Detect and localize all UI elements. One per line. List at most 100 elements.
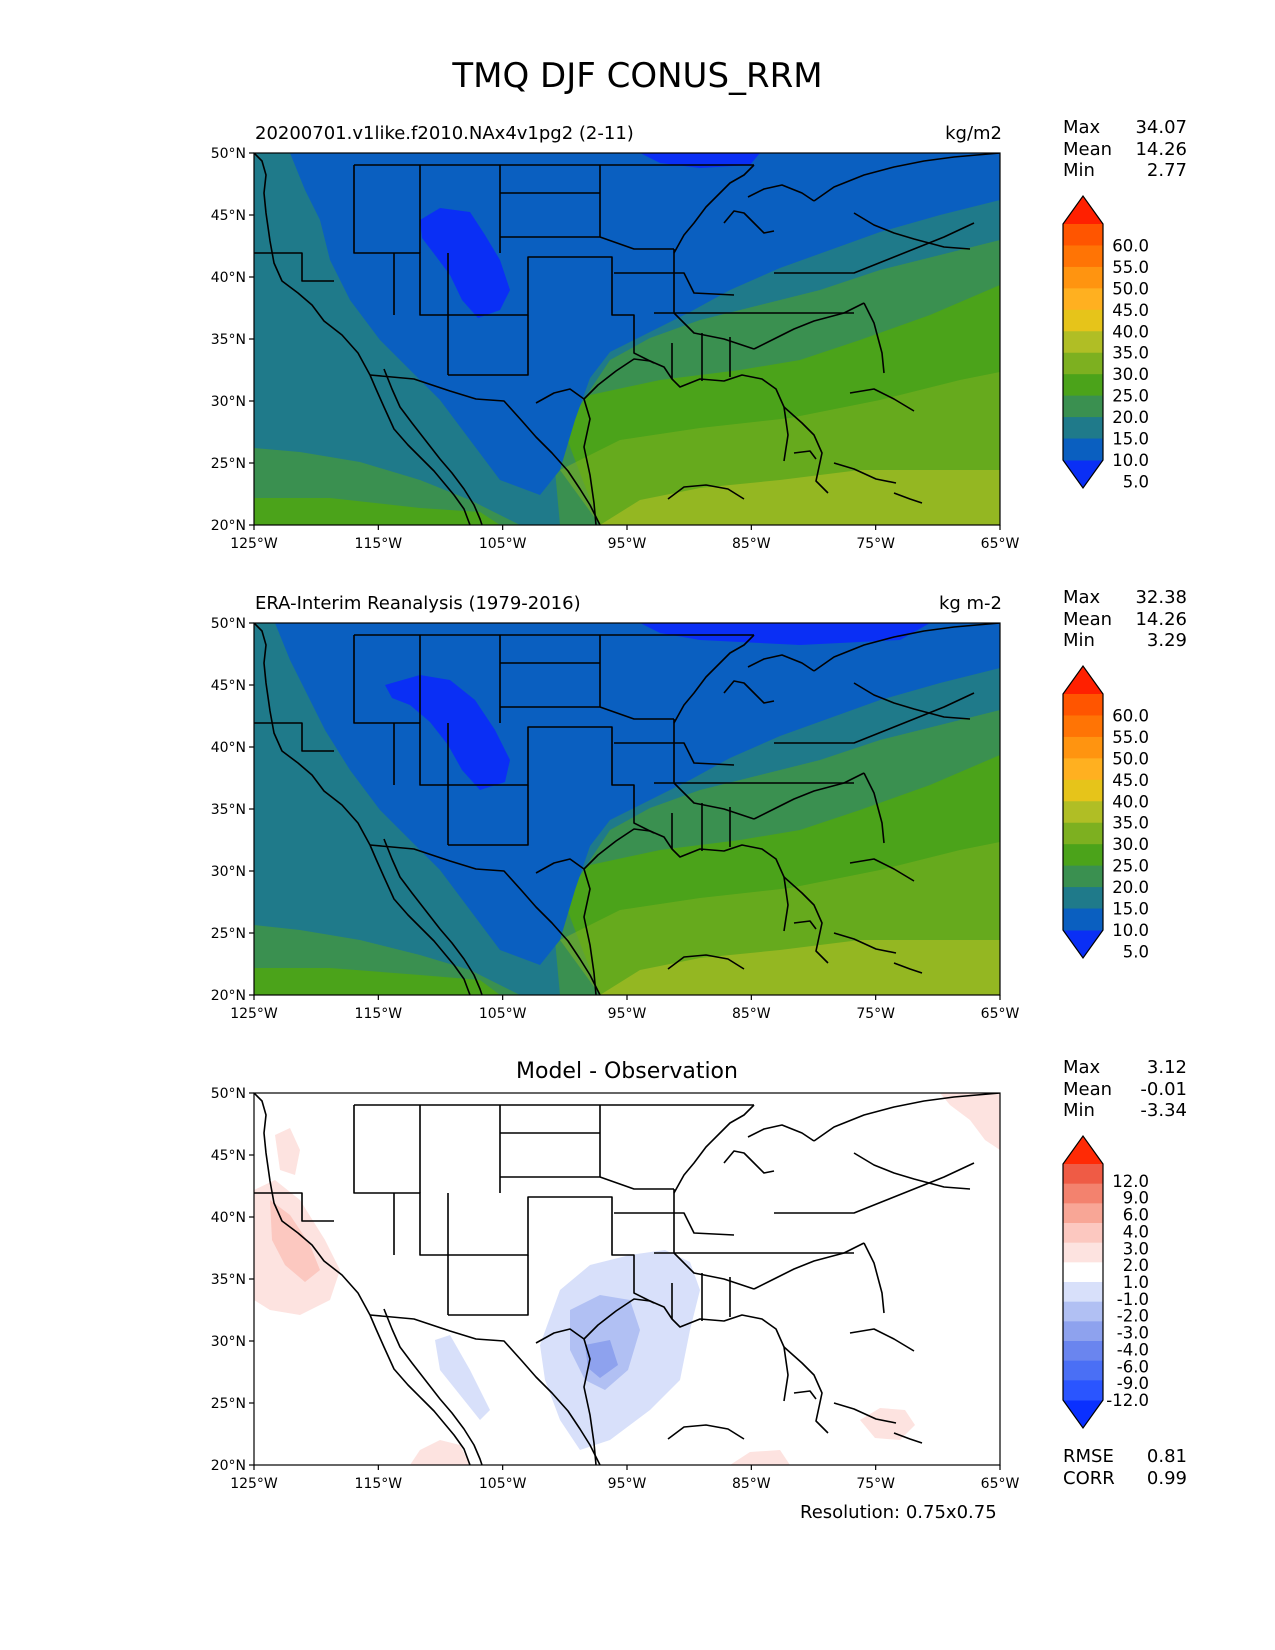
- stat-label: Mean: [1063, 1078, 1113, 1100]
- lat-tick-label: 25°N: [211, 1396, 246, 1412]
- colorbar-segment: [1063, 887, 1103, 910]
- colorbar-tick-label: 35.0: [1112, 344, 1149, 363]
- lat-tick-label: 20°N: [211, 1458, 246, 1474]
- stat-label: Mean: [1063, 138, 1113, 160]
- colorbar-tick-label: 20.0: [1112, 408, 1149, 427]
- colorbar-tick-label: 25.0: [1112, 387, 1149, 406]
- lon-tick-label: 115°W: [355, 1006, 403, 1022]
- diff-map: [253, 1092, 1001, 1466]
- colorbar-tick-label: 15.0: [1112, 900, 1149, 919]
- colorbar-outline: [1062, 1134, 1104, 1430]
- colorbar-extend-max: [1063, 666, 1103, 694]
- lat-tick-label: 35°N: [211, 802, 246, 818]
- colorbar-tick-label: 5.0: [1123, 942, 1149, 961]
- colorbar-segment: [1063, 1223, 1103, 1244]
- colorbar-segment: [1063, 1380, 1103, 1401]
- diff-positive-south: [410, 1440, 470, 1465]
- colorbar-segment: [1063, 1321, 1103, 1342]
- lon-tick-label: 115°W: [355, 536, 403, 552]
- colorbar-tick-label: 50.0: [1112, 749, 1149, 768]
- colorbar-tick-label: -9.0: [1117, 1374, 1149, 1393]
- resolution-note: Resolution: 0.75x0.75: [800, 1502, 997, 1523]
- colorbar-outline: [1062, 664, 1104, 960]
- stat-value: 14.26: [1135, 138, 1187, 160]
- colorbar-layer: 60.0 55.0 50.0 45.0 40.0 35.0 30.0 25.0 20.0 15.0…: [1062, 194, 1149, 1430]
- colorbar-segment: [1063, 309, 1103, 332]
- lat-tick-label: 20°N: [211, 988, 246, 1004]
- field-band-lt5-north: [640, 623, 930, 645]
- colorbar-tick-label: -6.0: [1117, 1357, 1149, 1376]
- colorbar-tick-label: 40.0: [1112, 792, 1149, 811]
- obs-panel-title: ERA-Interim Reanalysis (1979-2016): [255, 593, 581, 614]
- colorbar-tick-label: 9.0: [1123, 1189, 1149, 1208]
- model-stats: Max 34.07 Mean 14.26 Min 2.77: [1063, 117, 1187, 182]
- colorbar-tick-label: 20.0: [1112, 878, 1149, 897]
- stat-value: -0.01: [1140, 1078, 1187, 1100]
- lat-tick-label: 20°N: [211, 518, 246, 534]
- lon-tick-label: 125°W: [230, 1006, 278, 1022]
- lat-tick-label: 35°N: [211, 332, 246, 348]
- colorbar-segment: [1063, 1341, 1103, 1362]
- stat-value: 34.07: [1135, 117, 1187, 138]
- lat-tick-label: 35°N: [211, 1272, 246, 1288]
- colorbar-tick-label: 60.0: [1112, 236, 1149, 255]
- metric-value: 0.81: [1146, 1446, 1187, 1467]
- model-panel-title: 20200701.v1like.f2010.NAx4v1pg2 (2-11): [255, 123, 634, 144]
- stat-value: 14.26: [1135, 608, 1187, 630]
- lon-tick-label: 95°W: [608, 1476, 647, 1492]
- lon-tick-label: 75°W: [856, 1006, 895, 1022]
- lon-tick-label: 115°W: [355, 1476, 403, 1492]
- obs-stats: Max 32.38 Mean 14.26 Min 3.29: [1063, 587, 1187, 652]
- colorbar-tick-label: 1.0: [1123, 1273, 1149, 1292]
- lon-tick-label: 65°W: [981, 536, 1020, 552]
- stat-label: Min: [1063, 630, 1095, 651]
- colorbar-segment: [1063, 1242, 1103, 1263]
- colorbar-extend-min: [1063, 1400, 1103, 1428]
- diff-positive-nw: [275, 1128, 300, 1175]
- lat-tick-label: 45°N: [211, 678, 246, 694]
- colorbar-tick-label: 35.0: [1112, 814, 1149, 833]
- colorbar-tick-label: 4.0: [1123, 1222, 1149, 1241]
- model-panel-units: kg/m2: [945, 123, 1002, 144]
- field-band-west-20-25: [254, 498, 500, 525]
- lat-tick-label: 30°N: [211, 864, 246, 880]
- diff-positive-east: [860, 1408, 915, 1440]
- field-band-lt5: [420, 208, 510, 318]
- stat-label: Min: [1063, 160, 1095, 181]
- colorbar-segment: [1063, 395, 1103, 418]
- stat-value: 3.12: [1146, 1057, 1187, 1078]
- colorbar-extend-max: [1063, 1136, 1103, 1164]
- colorbar-segment: [1063, 758, 1103, 781]
- metric-value: 0.99: [1146, 1467, 1187, 1489]
- colorbar-tick-label: -4.0: [1117, 1340, 1149, 1359]
- metric-label: RMSE: [1063, 1446, 1114, 1467]
- lat-tick-label: 50°N: [211, 1086, 246, 1102]
- diff-panel-title: Model - Observation: [516, 1059, 738, 1084]
- lat-tick-label: 30°N: [211, 394, 246, 410]
- lon-tick-label: 75°W: [856, 1476, 895, 1492]
- colorbar-segment: [1063, 1203, 1103, 1224]
- lat-tick-label: 50°N: [211, 146, 246, 162]
- lon-tick-label: 125°W: [230, 1476, 278, 1492]
- colorbar-segment: [1063, 779, 1103, 802]
- colorbar-tick-label: 60.0: [1112, 706, 1149, 725]
- stat-value: 2.77: [1146, 160, 1187, 181]
- lat-tick-label: 40°N: [211, 740, 246, 756]
- colorbar-segment: [1063, 224, 1103, 246]
- colorbar-extend-min: [1063, 460, 1103, 488]
- colorbar-tick-label: 45.0: [1112, 301, 1149, 320]
- lat-tick-label: 30°N: [211, 1334, 246, 1350]
- colorbar-tick-label: 30.0: [1112, 365, 1149, 384]
- colorbar-tick-label: 5.0: [1123, 472, 1149, 491]
- colorbar-tick-label: 3.0: [1123, 1239, 1149, 1258]
- lon-tick-label: 95°W: [608, 536, 647, 552]
- model-map: [253, 152, 1001, 526]
- lon-tick-label: 95°W: [608, 1006, 647, 1022]
- stat-value: 3.29: [1146, 630, 1187, 651]
- colorbar-tick-label: -12.0: [1106, 1391, 1149, 1410]
- colorbar-segment: [1063, 1164, 1103, 1185]
- lon-tick-label: 85°W: [732, 1006, 771, 1022]
- colorbar-tick-label: 10.0: [1112, 451, 1149, 470]
- diff-positive-ne: [940, 1093, 1000, 1150]
